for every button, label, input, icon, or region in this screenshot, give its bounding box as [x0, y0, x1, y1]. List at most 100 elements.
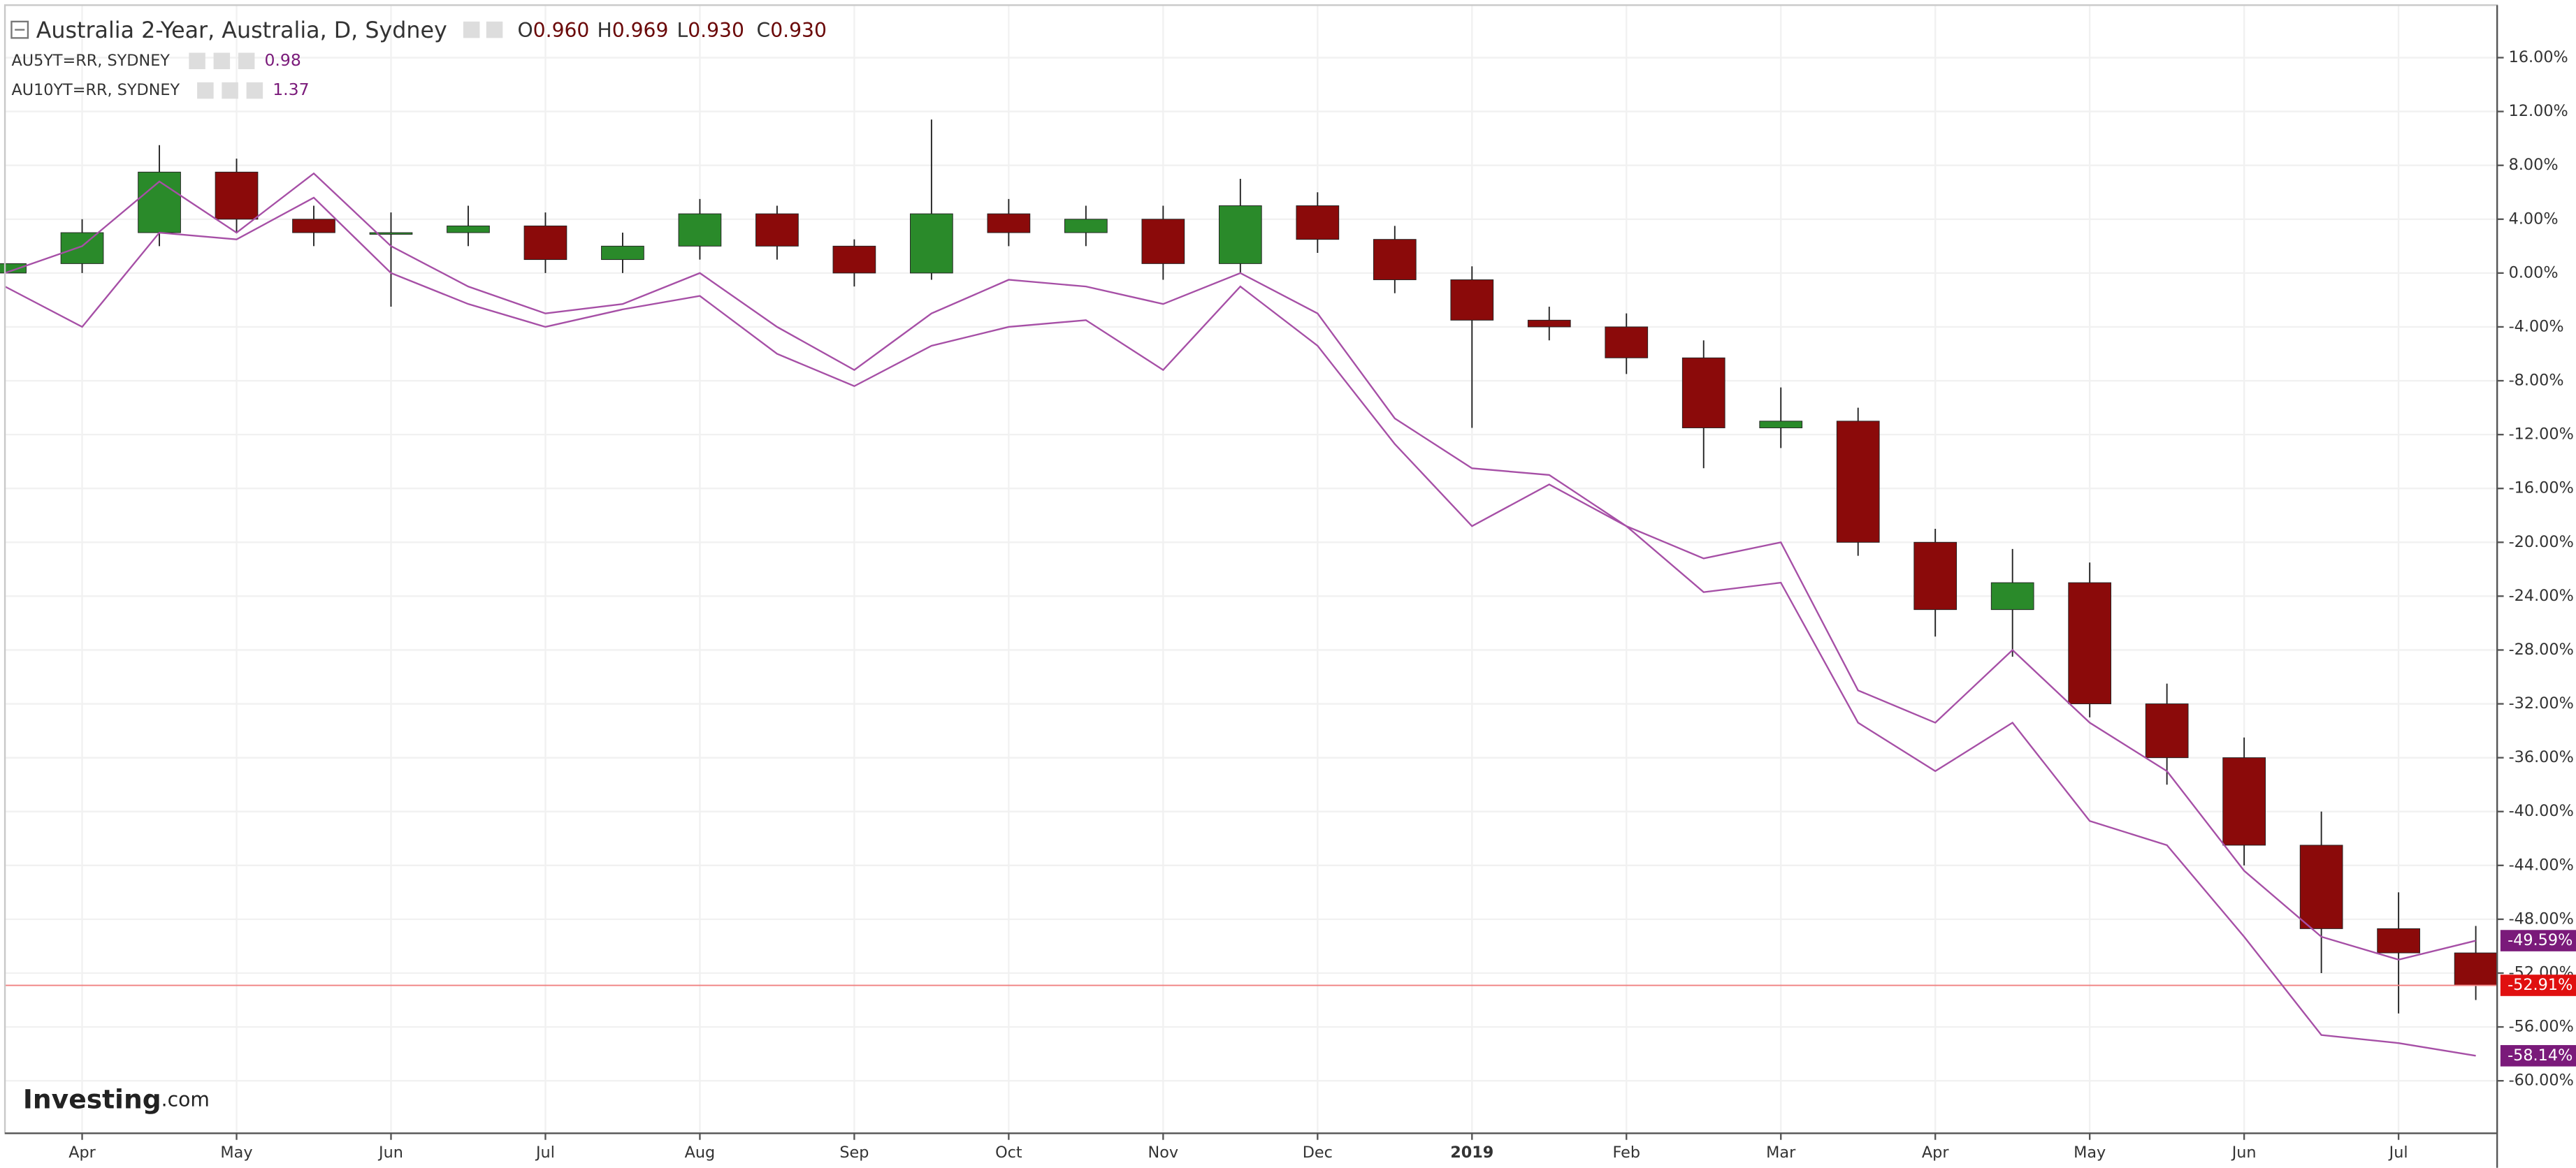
y-tick-label: -12.00%	[2509, 425, 2574, 444]
candle-body	[2377, 928, 2420, 954]
settings-icon[interactable]	[213, 52, 231, 70]
plot	[0, 119, 2498, 1057]
price-tag-label: -58.14%	[2508, 1046, 2573, 1065]
y-tick-label: -20.00%	[2509, 533, 2574, 551]
price-tag	[2500, 974, 2576, 996]
y-tick-label: -8.00%	[2509, 372, 2564, 390]
ohlc-value: 0.960	[533, 19, 590, 42]
y-tick-label: 4.00%	[2509, 210, 2559, 228]
candle-body	[1450, 279, 1494, 321]
candle-body	[1064, 219, 1108, 233]
y-tick-label: -4.00%	[2509, 317, 2564, 335]
x-tick-label: Apr	[68, 1144, 96, 1162]
candle-body	[1141, 219, 1185, 264]
settings-icon[interactable]	[189, 52, 205, 70]
ohlc-label: L	[677, 19, 688, 42]
x-tick-label: Mar	[1766, 1144, 1796, 1162]
watermark-brand: Investing	[23, 1083, 161, 1114]
series-line	[4, 196, 2476, 1057]
candle-body	[0, 263, 27, 274]
collapse-icon[interactable]	[10, 20, 29, 39]
x-tick-label: Jul	[535, 1144, 555, 1162]
remove-icon[interactable]	[246, 82, 263, 99]
grid	[5, 5, 2498, 1134]
candle-body	[215, 171, 259, 220]
candle-body	[2145, 703, 2189, 759]
candle-body	[1913, 541, 1958, 611]
price-tag	[2500, 1045, 2576, 1067]
y-tick-label: -44.00%	[2509, 856, 2574, 874]
candle-body	[601, 245, 644, 261]
candle-body	[1990, 582, 2034, 611]
legend-entry: AU5YT=RR, SYDNEY	[11, 52, 170, 70]
candle-body	[2454, 952, 2498, 986]
candle-body	[447, 225, 490, 233]
candle-body	[523, 225, 567, 261]
x-tick-label: Aug	[685, 1144, 716, 1162]
axes: 16.00% 12.00% 8.00% 4.00% 0.00% -4.00% -8.00% -…	[68, 48, 2576, 1162]
ohlc-value: 0.930	[688, 19, 744, 42]
ohlc-item: O0.960	[517, 19, 589, 42]
x-tick-label: Nov	[1148, 1144, 1179, 1162]
ohlc-value: 0.969	[612, 19, 669, 42]
price-tag-label: -52.91%	[2508, 976, 2573, 994]
candle-body	[832, 245, 876, 274]
legend-entry: AU10YT=RR, SYDNEY	[11, 81, 180, 99]
candle-body	[1218, 205, 1262, 264]
candle-body	[1373, 239, 1417, 280]
candle-body	[1527, 319, 1571, 328]
y-tick-label: -36.00%	[2509, 748, 2574, 766]
ohlc-label: O	[517, 19, 533, 42]
ohlc-item: L0.930	[677, 19, 744, 42]
ohlc-item: H0.969	[598, 19, 669, 42]
x-tick-label: Jun	[2231, 1144, 2257, 1162]
watermark: Investing.com	[23, 1083, 210, 1114]
settings-icon[interactable]	[486, 21, 503, 38]
ohlc-header: O0.960 H0.969 L0.930 C0.930	[517, 19, 826, 42]
price-tag	[2500, 930, 2576, 951]
candle-body	[1296, 205, 1340, 240]
y-tick-label: -48.00%	[2509, 910, 2574, 928]
x-tick-label: Feb	[1612, 1144, 1640, 1162]
candle-body	[60, 232, 104, 264]
y-tick-label: -60.00%	[2509, 1072, 2574, 1090]
y-tick-label: -16.00%	[2509, 479, 2574, 497]
candle-body	[2299, 845, 2343, 929]
x-tick-label: Apr	[1922, 1144, 1949, 1162]
x-tick-label: May	[220, 1144, 252, 1162]
remove-icon[interactable]	[238, 52, 255, 70]
y-tick-label: -40.00%	[2509, 802, 2574, 820]
x-tick-label: May	[2074, 1144, 2106, 1162]
x-tick-label: 2019	[1450, 1144, 1493, 1162]
candle-body	[2222, 757, 2266, 846]
y-tick-label: -56.00%	[2509, 1018, 2574, 1036]
x-tick-label: Jul	[2388, 1144, 2408, 1162]
legend-value: 0.98	[264, 50, 301, 70]
price-tag-label: -49.59%	[2508, 931, 2573, 949]
candle-body	[2068, 582, 2112, 705]
candle-body	[755, 213, 799, 247]
x-tick-label: Dec	[1303, 1144, 1333, 1162]
candle-body	[987, 213, 1031, 233]
candle-body	[678, 213, 722, 247]
ohlc-label: H	[598, 19, 612, 42]
x-tick-label: Sep	[839, 1144, 869, 1162]
x-tick-label: Jun	[377, 1144, 403, 1162]
candle-body	[910, 213, 953, 274]
settings-icon[interactable]	[222, 82, 238, 99]
y-tick-label: -24.00%	[2509, 587, 2574, 605]
y-tick-label: 16.00%	[2509, 48, 2568, 66]
legend-value: 1.37	[273, 80, 309, 99]
y-tick-label: 0.00%	[2509, 263, 2559, 282]
y-tick-label: 8.00%	[2509, 156, 2559, 174]
watermark-suffix: .com	[161, 1088, 210, 1111]
settings-icon[interactable]	[463, 21, 480, 38]
chart-title: Australia 2-Year, Australia, D, Sydney	[36, 18, 447, 43]
y-tick-label: -28.00%	[2509, 641, 2574, 659]
candle-body	[1836, 421, 1880, 543]
series-line	[4, 172, 2476, 961]
settings-icon[interactable]	[197, 82, 214, 99]
